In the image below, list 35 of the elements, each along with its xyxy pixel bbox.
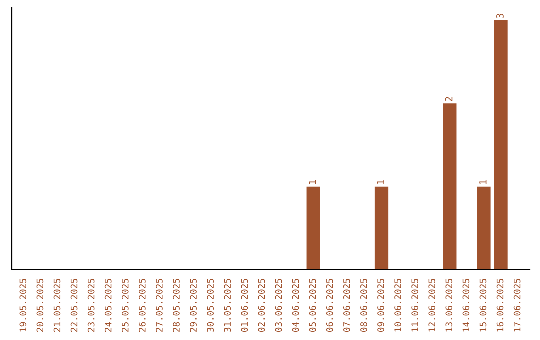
x-tick-label: 08.06.2025 — [360, 279, 368, 332]
data-label: 1 — [377, 180, 384, 184]
data-label: 3 — [496, 14, 504, 18]
x-tick-label: 03.06.2025 — [275, 279, 282, 332]
x-tick-label: 20.05.2025 — [36, 279, 44, 332]
x-tick-label: 01.06.2025 — [241, 279, 248, 332]
x-tick-label: 21.05.2025 — [54, 279, 61, 332]
x-tick-label: 24.05.2025 — [104, 279, 112, 332]
x-tick-label: 25.05.2025 — [122, 279, 129, 332]
x-tick-label: 29.05.2025 — [190, 279, 197, 332]
data-label: 1 — [480, 180, 487, 184]
data-label: 2 — [445, 97, 453, 102]
x-tick-label: 27.05.2025 — [156, 279, 163, 332]
x-tick-label: 10.06.2025 — [394, 279, 402, 332]
x-tick-label: 23.05.2025 — [88, 279, 95, 332]
x-tick-label: 14.06.2025 — [462, 279, 470, 332]
x-tick-label: 26.05.2025 — [139, 279, 146, 332]
x-tick-label: 16.06.2025 — [496, 279, 504, 332]
x-tick-label: 28.05.2025 — [173, 279, 180, 332]
data-label: 1 — [309, 180, 316, 184]
x-tick-label: 07.06.2025 — [343, 279, 350, 332]
x-tick-label: 22.05.2025 — [70, 279, 78, 332]
x-tick-label: 02.06.2025 — [258, 279, 266, 332]
x-tick-label: 31.05.2025 — [224, 279, 232, 332]
x-tick-label: 15.06.2025 — [480, 279, 487, 332]
x-tick-label: 19.05.2025 — [20, 279, 27, 332]
x-tick-label: 05.06.2025 — [309, 279, 316, 332]
x-tick-label: 09.06.2025 — [378, 279, 384, 332]
x-tick-label: 30.05.2025 — [207, 279, 214, 332]
x-tick-label: 17.06.2025 — [514, 279, 521, 332]
x-tick-label: 06.06.2025 — [326, 279, 334, 332]
x-tick-label: 04.06.2025 — [292, 279, 300, 332]
x-tick-label: 13.06.2025 — [446, 279, 453, 332]
x-tick-label: 12.06.2025 — [428, 279, 436, 332]
x-tick-label: 11.06.2025 — [412, 279, 418, 332]
